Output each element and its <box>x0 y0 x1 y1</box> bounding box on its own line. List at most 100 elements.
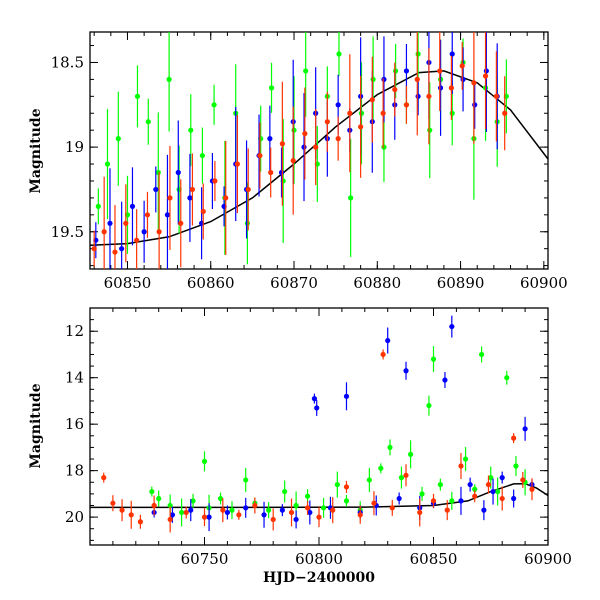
y-tick-label: 20 <box>65 508 84 526</box>
data-point <box>403 472 409 478</box>
data-point <box>389 505 395 511</box>
data-point <box>472 486 478 492</box>
data-point <box>472 102 478 108</box>
panel-top: 60850 60860 60870 60880 60890 60900 18.5 19 19.… <box>28 31 568 292</box>
data-point <box>513 463 519 469</box>
data-point <box>314 405 320 411</box>
data-point <box>343 484 350 490</box>
data-point <box>387 444 393 451</box>
data-point <box>123 220 129 226</box>
data-point <box>91 246 97 252</box>
data-point <box>167 195 173 201</box>
data-point <box>385 337 391 344</box>
data-point <box>279 141 285 147</box>
data-point <box>156 229 162 235</box>
data-point <box>101 475 107 481</box>
data-point <box>244 220 250 226</box>
data-point <box>166 76 172 82</box>
x-tick-label: 60890 <box>437 274 485 292</box>
x-axis-label: HJD−2400000 <box>263 570 375 586</box>
y-axis-label: Magnitude <box>28 108 44 193</box>
data-point <box>472 493 478 499</box>
data-point <box>112 249 118 255</box>
data-point <box>95 203 101 209</box>
data-point <box>167 516 173 523</box>
data-point <box>293 516 299 523</box>
data-point <box>282 488 288 495</box>
data-point <box>437 85 444 91</box>
data-point <box>156 495 162 502</box>
x-tick-label: 60750 <box>181 550 229 568</box>
data-point <box>330 507 336 513</box>
data-point <box>110 500 116 506</box>
data-point <box>499 495 505 502</box>
data-point <box>266 507 272 513</box>
data-point <box>129 203 136 209</box>
data-point <box>458 463 464 469</box>
data-point <box>224 509 230 516</box>
data-point <box>200 208 206 215</box>
data-point <box>270 516 276 523</box>
x-tick-labels: 60850 60860 60870 60880 60890 60900 <box>104 274 568 292</box>
data-point <box>303 68 309 74</box>
data-point <box>291 127 297 133</box>
data-point <box>212 178 218 184</box>
data-point <box>357 512 363 518</box>
data-point <box>313 144 319 150</box>
data-point <box>307 509 313 516</box>
data-point <box>419 491 425 497</box>
y-tick-label: 16 <box>65 415 84 433</box>
x-tick-label: 60880 <box>353 274 401 292</box>
data-points <box>91 32 509 269</box>
data-point <box>243 477 249 483</box>
data-point <box>324 119 330 125</box>
data-point <box>164 212 171 218</box>
data-point <box>371 500 377 506</box>
panel-bottom: 60750 60800 60850 60900 12 14 16 18 20 Magnitud… <box>28 307 572 586</box>
data-point <box>522 426 528 432</box>
y-tick-label: 18 <box>65 462 84 480</box>
data-point <box>449 498 455 504</box>
data-point <box>336 51 342 57</box>
data-point <box>169 512 176 518</box>
data-point <box>178 220 184 226</box>
data-point <box>482 73 489 79</box>
data-point <box>134 237 140 243</box>
tick-marks <box>90 32 548 269</box>
x-tick-label: 60870 <box>270 274 318 292</box>
data-point <box>381 144 387 150</box>
data-point <box>104 161 111 167</box>
data-point <box>206 514 212 520</box>
data-point <box>187 195 193 201</box>
data-point <box>483 68 489 74</box>
data-point <box>502 110 508 116</box>
data-point <box>369 97 375 103</box>
data-point <box>481 507 487 513</box>
data-point <box>278 169 285 176</box>
data-point <box>529 486 535 492</box>
data-point <box>459 63 465 69</box>
data-point <box>393 68 399 74</box>
y-tick-label: 18.5 <box>51 53 84 71</box>
data-point <box>144 212 151 218</box>
data-point <box>279 507 285 513</box>
data-point <box>343 393 350 399</box>
data-point <box>460 76 466 82</box>
data-point <box>245 186 251 193</box>
data-point <box>201 458 208 464</box>
data-point <box>304 493 311 499</box>
data-point <box>462 456 469 462</box>
data-point <box>426 402 432 409</box>
plot-frame <box>89 31 549 270</box>
data-point <box>293 502 299 509</box>
data-point <box>290 158 296 164</box>
data-point <box>403 368 409 374</box>
data-point <box>211 102 217 108</box>
data-point <box>236 512 242 518</box>
data-point <box>183 509 189 516</box>
data-point <box>442 377 448 383</box>
data-point <box>343 498 350 504</box>
data-point <box>257 152 263 159</box>
data-point <box>347 110 353 116</box>
